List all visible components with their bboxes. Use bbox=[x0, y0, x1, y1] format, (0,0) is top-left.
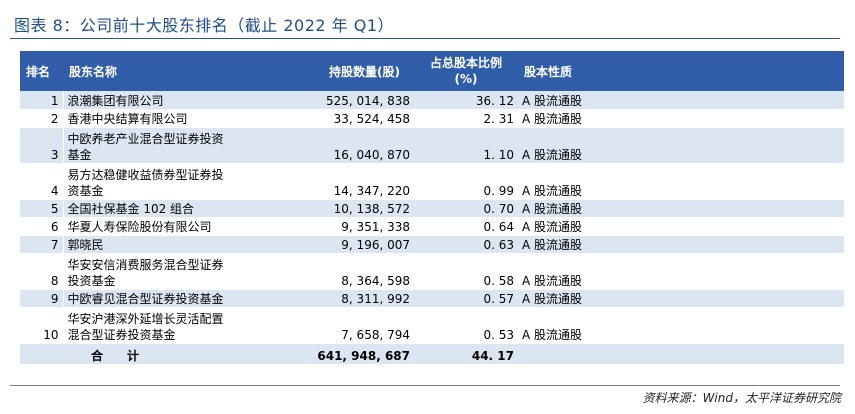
holder-name-line1: 华安安信消费服务混合型证券 bbox=[67, 257, 224, 272]
holder-name-line2: 基金 bbox=[67, 147, 92, 162]
holder-name-cell: 全国社保基金 102 组合 bbox=[63, 199, 270, 218]
total-rank-cell bbox=[20, 342, 63, 364]
total-row: 合计 641, 948, 687 44. 17 bbox=[20, 342, 844, 364]
table-row: 2 香港中央结算有限公司 33, 524, 458 2. 31 A 股流通股 bbox=[20, 109, 844, 128]
holder-name-line1: 易方达稳健收益债券型证券投 bbox=[67, 167, 224, 182]
figure-title: 图表 8：公司前十大股东排名（截止 2022 年 Q1） bbox=[14, 16, 395, 35]
header-rank: 排名 bbox=[20, 51, 63, 91]
holder-name-cell: 华安沪港深外延增长灵活配置 混合型证券投资基金 bbox=[63, 307, 270, 344]
pct-cell: 0. 57 bbox=[414, 289, 518, 308]
table-row: 4 易方达稳健收益债券型证券投 资基金 14, 347, 220 0. 99 A 股流通股 bbox=[20, 163, 844, 200]
table-row: 3 中欧养老产业混合型证券投资 基金 16, 040, 870 1. 10 A 股流通股 bbox=[20, 127, 844, 164]
share-type-cell: A 股流通股 bbox=[518, 163, 844, 200]
holder-name-line1: 全国社保基金 102 组合 bbox=[67, 201, 195, 216]
source-divider bbox=[10, 385, 840, 386]
table-row: 9 中欧睿见混合型证券投资基金 8, 311, 992 0. 57 A 股流通股 bbox=[20, 289, 844, 308]
pct-cell: 36. 12 bbox=[414, 91, 518, 110]
pct-cell: 0. 58 bbox=[414, 253, 518, 290]
shares-cell: 14, 347, 220 bbox=[270, 163, 414, 200]
rank-cell: 9 bbox=[20, 289, 64, 308]
total-shares: 641, 948, 687 bbox=[270, 342, 414, 364]
shares-cell: 8, 311, 992 bbox=[270, 289, 414, 308]
rank-cell: 10 bbox=[20, 307, 64, 344]
holder-name-cell: 华夏人寿保险股份有限公司 bbox=[63, 217, 270, 236]
shares-cell: 33, 524, 458 bbox=[270, 109, 414, 128]
shares-cell: 9, 351, 338 bbox=[270, 217, 414, 236]
holder-name-line1: 浪潮集团有限公司 bbox=[67, 93, 164, 108]
share-type-cell: A 股流通股 bbox=[518, 307, 844, 344]
rank-cell: 6 bbox=[20, 217, 64, 236]
header-shares: 持股数量(股) bbox=[270, 51, 414, 91]
rank-cell: 5 bbox=[20, 199, 64, 218]
header-pct-line2: (%) bbox=[454, 72, 478, 86]
total-type-cell bbox=[518, 342, 844, 364]
table-row: 7 郭晓民 9, 196, 007 0. 63 A 股流通股 bbox=[20, 235, 844, 254]
title-divider bbox=[10, 38, 840, 39]
header-pct-line1: 占总股本比例 bbox=[429, 56, 502, 70]
pct-cell: 0. 70 bbox=[414, 199, 518, 218]
share-type-cell: A 股流通股 bbox=[518, 91, 844, 110]
table-row: 1 浪潮集团有限公司 525, 014, 838 36. 12 A 股流通股 bbox=[20, 91, 844, 110]
rank-cell: 3 bbox=[20, 127, 64, 164]
table-row: 6 华夏人寿保险股份有限公司 9, 351, 338 0. 64 A 股流通股 bbox=[20, 217, 844, 236]
source-note: 资料来源：Wind，太平洋证券研究院 bbox=[642, 391, 841, 405]
holder-name-line2: 投资基金 bbox=[67, 273, 116, 288]
holder-name-cell: 易方达稳健收益债券型证券投 资基金 bbox=[63, 163, 270, 200]
pct-cell: 0. 99 bbox=[414, 163, 518, 200]
rank-cell: 4 bbox=[20, 163, 64, 200]
table-header-row: 排名 股东名称 持股数量(股) 占总股本比例 (%) 股本性质 bbox=[20, 51, 844, 91]
share-type-cell: A 股流通股 bbox=[518, 289, 844, 308]
table-row: 8 华安安信消费服务混合型证券 投资基金 8, 364, 598 0. 58 A 股流通股 bbox=[20, 253, 844, 290]
shares-cell: 9, 196, 007 bbox=[270, 235, 414, 254]
rank-cell: 1 bbox=[20, 91, 64, 110]
table-row: 5 全国社保基金 102 组合 10, 138, 572 0. 70 A 股流通股 bbox=[20, 199, 844, 218]
holder-name-cell: 郭晓民 bbox=[63, 235, 270, 254]
shares-cell: 525, 014, 838 bbox=[270, 91, 414, 110]
header-type: 股本性质 bbox=[518, 51, 844, 91]
pct-cell: 1. 10 bbox=[414, 127, 518, 164]
holder-name-cell: 香港中央结算有限公司 bbox=[63, 109, 270, 128]
pct-cell: 2. 31 bbox=[414, 109, 518, 128]
shares-cell: 16, 040, 870 bbox=[270, 127, 414, 164]
holder-name-cell: 华安安信消费服务混合型证券 投资基金 bbox=[63, 253, 270, 290]
total-pct: 44. 17 bbox=[414, 342, 518, 364]
share-type-cell: A 股流通股 bbox=[518, 199, 844, 218]
holder-name-line1: 中欧养老产业混合型证券投资 bbox=[67, 131, 224, 146]
shares-cell: 8, 364, 598 bbox=[270, 253, 414, 290]
header-pct: 占总股本比例 (%) bbox=[414, 51, 518, 91]
share-type-cell: A 股流通股 bbox=[518, 127, 844, 164]
shares-cell: 10, 138, 572 bbox=[270, 199, 414, 218]
table-row: 10 华安沪港深外延增长灵活配置 混合型证券投资基金 7, 658, 794 0. 53… bbox=[20, 307, 844, 344]
pct-cell: 0. 63 bbox=[414, 235, 518, 254]
shares-cell: 7, 658, 794 bbox=[270, 307, 414, 344]
holder-name-line1: 郭晓民 bbox=[67, 237, 104, 252]
total-label: 合计 bbox=[63, 342, 270, 364]
rank-cell: 7 bbox=[20, 235, 64, 254]
rank-cell: 8 bbox=[20, 253, 64, 290]
holder-name-line1: 华夏人寿保险股份有限公司 bbox=[67, 219, 212, 234]
share-type-cell: A 股流通股 bbox=[518, 253, 844, 290]
share-type-cell: A 股流通股 bbox=[518, 109, 844, 128]
holder-name-line1: 香港中央结算有限公司 bbox=[67, 111, 188, 126]
pct-cell: 0. 53 bbox=[414, 307, 518, 344]
share-type-cell: A 股流通股 bbox=[518, 217, 844, 236]
holder-name-line1: 中欧睿见混合型证券投资基金 bbox=[67, 291, 224, 306]
pct-cell: 0. 64 bbox=[414, 217, 518, 236]
holder-name-cell: 中欧养老产业混合型证券投资 基金 bbox=[63, 127, 270, 164]
holder-name-cell: 浪潮集团有限公司 bbox=[63, 91, 270, 110]
header-name: 股东名称 bbox=[63, 51, 270, 91]
holder-name-line2: 资基金 bbox=[67, 183, 104, 198]
holder-name-line1: 华安沪港深外延增长灵活配置 bbox=[67, 311, 224, 326]
share-type-cell: A 股流通股 bbox=[518, 235, 844, 254]
holder-name-cell: 中欧睿见混合型证券投资基金 bbox=[63, 289, 270, 308]
rank-cell: 2 bbox=[20, 109, 64, 128]
holder-name-line2: 混合型证券投资基金 bbox=[67, 327, 176, 342]
shareholders-table: 排名 股东名称 持股数量(股) 占总股本比例 (%) 股本性质 1 浪潮集团有限公… bbox=[20, 51, 844, 364]
